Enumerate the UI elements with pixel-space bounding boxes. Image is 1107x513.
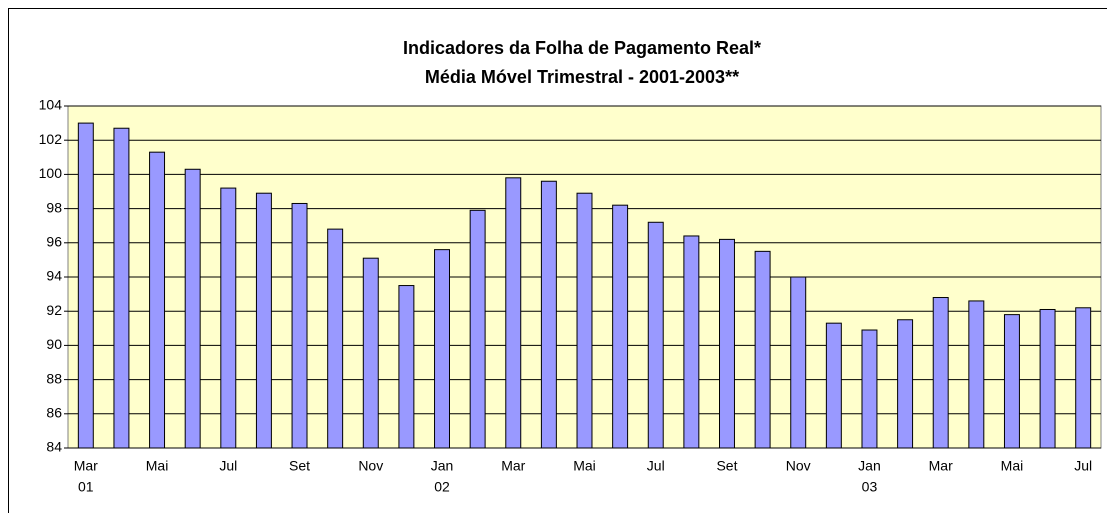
bar bbox=[505, 177, 522, 449]
y-tick-label: 94 bbox=[46, 268, 62, 284]
bar bbox=[825, 322, 842, 449]
bar bbox=[469, 209, 486, 449]
x-tick-label: Mar bbox=[501, 458, 525, 474]
chart-title: Indicadores da Folha de Pagamento Real* bbox=[403, 38, 761, 58]
bar bbox=[968, 300, 985, 449]
x-tick-label: Jan bbox=[858, 458, 881, 474]
x-tick-label: Set bbox=[716, 458, 737, 474]
y-tick-label: 98 bbox=[46, 199, 62, 215]
bar bbox=[754, 250, 771, 449]
y-tick-label: 90 bbox=[46, 336, 62, 352]
bar bbox=[861, 329, 878, 449]
bar bbox=[1075, 307, 1092, 449]
bar bbox=[398, 285, 415, 449]
y-tick-label: 86 bbox=[46, 405, 62, 421]
bar bbox=[327, 228, 344, 449]
y-tick-label: 84 bbox=[46, 439, 62, 455]
bar bbox=[1039, 308, 1056, 449]
bar bbox=[220, 187, 237, 449]
x-tick-label: Jul bbox=[1074, 458, 1092, 474]
bar bbox=[149, 151, 166, 449]
bar bbox=[612, 204, 629, 449]
y-tick-label: 100 bbox=[39, 165, 63, 181]
bar bbox=[255, 192, 272, 449]
x-tick-label: Mar bbox=[929, 458, 953, 474]
bar bbox=[647, 221, 664, 449]
bar bbox=[932, 297, 949, 449]
x-year-label: 01 bbox=[78, 479, 94, 495]
bar bbox=[434, 249, 450, 449]
x-tick-label: Mar bbox=[74, 458, 98, 474]
bar bbox=[576, 192, 593, 449]
x-tick-label: Nov bbox=[786, 458, 811, 474]
x-tick-label: Jul bbox=[219, 458, 237, 474]
bar bbox=[790, 276, 807, 449]
bar bbox=[1003, 314, 1020, 449]
x-tick-label: Mai bbox=[146, 458, 169, 474]
bar bbox=[540, 180, 557, 449]
x-year-label: 02 bbox=[434, 479, 450, 495]
y-tick-label: 104 bbox=[39, 97, 63, 113]
bar bbox=[113, 127, 130, 449]
y-tick-label: 92 bbox=[46, 302, 62, 318]
x-tick-label: Jul bbox=[647, 458, 665, 474]
x-tick-label: Mai bbox=[573, 458, 596, 474]
bar bbox=[683, 235, 700, 449]
x-tick-label: Jan bbox=[431, 458, 454, 474]
bar bbox=[719, 238, 735, 449]
chart-subtitle: Média Móvel Trimestral - 2001-2003** bbox=[425, 67, 739, 87]
x-tick-label: Mai bbox=[1001, 458, 1024, 474]
y-tick-label: 88 bbox=[46, 370, 62, 386]
bar bbox=[897, 319, 914, 449]
bar bbox=[184, 168, 201, 449]
x-tick-label: Nov bbox=[358, 458, 383, 474]
x-tick-label: Set bbox=[289, 458, 310, 474]
bar bbox=[291, 202, 308, 449]
bar bbox=[77, 122, 94, 449]
bar bbox=[362, 257, 379, 449]
y-tick-label: 102 bbox=[39, 131, 63, 147]
x-year-label: 03 bbox=[862, 479, 878, 495]
y-tick-label: 96 bbox=[46, 234, 62, 250]
